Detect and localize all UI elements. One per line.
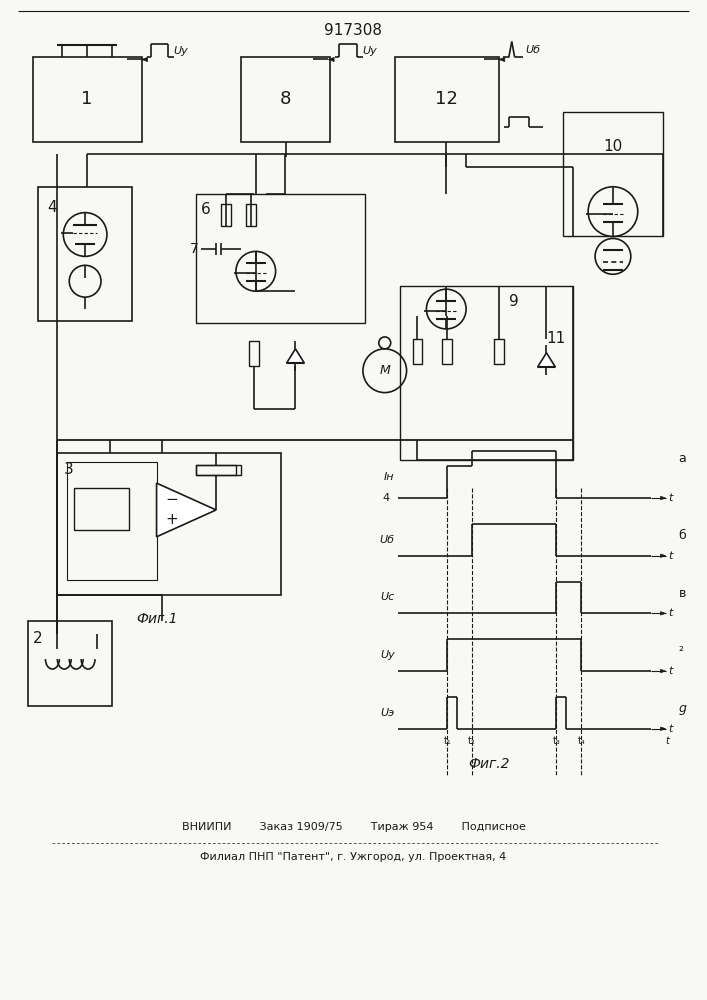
Bar (37, 187, 132, 321)
Text: t: t (669, 493, 673, 503)
Text: t: t (669, 666, 673, 676)
Text: t: t (665, 736, 670, 746)
Text: t: t (669, 724, 673, 734)
Bar (57, 453, 281, 595)
Bar (67, 462, 156, 580)
Text: Uу: Uу (380, 650, 395, 660)
Bar (395, 57, 499, 142)
Text: в: в (679, 587, 686, 600)
Text: 12: 12 (435, 90, 457, 108)
Text: 1: 1 (81, 90, 93, 108)
Polygon shape (286, 349, 305, 363)
Text: +: + (165, 512, 178, 527)
Text: t: t (669, 608, 673, 618)
Text: t₄: t₄ (578, 736, 585, 746)
Text: t₃: t₃ (552, 736, 561, 746)
Text: −: − (165, 492, 178, 508)
Text: 6: 6 (201, 202, 211, 217)
Bar (33, 57, 141, 142)
Text: 10: 10 (603, 139, 623, 154)
Text: g: g (679, 702, 686, 715)
Text: Uc: Uc (380, 592, 395, 602)
Polygon shape (660, 554, 665, 557)
Text: 9: 9 (509, 294, 518, 309)
Polygon shape (660, 496, 665, 500)
Polygon shape (537, 353, 556, 367)
Bar (241, 57, 330, 142)
Polygon shape (499, 57, 505, 62)
Text: 8: 8 (280, 90, 291, 108)
Bar (197, 465, 241, 475)
Bar (443, 339, 452, 364)
Text: Uу: Uу (362, 46, 377, 56)
Text: Uэ: Uэ (380, 708, 395, 718)
Text: 917308: 917308 (325, 23, 382, 38)
Text: 2: 2 (33, 631, 42, 646)
Text: 4: 4 (47, 200, 57, 215)
Polygon shape (141, 57, 148, 62)
Polygon shape (660, 727, 665, 730)
Bar (494, 339, 504, 364)
Bar (563, 112, 662, 236)
Text: б: б (679, 529, 686, 542)
Text: 11: 11 (547, 331, 566, 346)
Text: а: а (679, 452, 686, 465)
Text: t₁: t₁ (443, 736, 451, 746)
Bar (197, 194, 365, 323)
Text: 4: 4 (382, 493, 390, 503)
Text: Фиг.1: Фиг.1 (136, 612, 177, 626)
Bar (197, 465, 236, 475)
Polygon shape (660, 669, 665, 673)
Text: Филиал ПНП "Патент", г. Ужгород, ул. Проектная, 4: Филиал ПНП "Патент", г. Ужгород, ул. Про… (200, 852, 507, 862)
Bar (221, 204, 231, 226)
Text: t₂: t₂ (468, 736, 476, 746)
Text: Uб: Uб (525, 45, 541, 55)
Text: Uу: Uу (173, 46, 188, 56)
Text: Iн: Iн (384, 472, 395, 482)
Bar (74, 488, 129, 530)
Text: ²: ² (679, 645, 684, 658)
Text: 7: 7 (190, 242, 199, 256)
Bar (28, 621, 112, 706)
Polygon shape (156, 483, 216, 537)
Bar (412, 339, 423, 364)
Bar (246, 204, 256, 226)
Text: t: t (669, 551, 673, 561)
Text: ВНИИПИ        Заказ 1909/75        Тираж 954        Подписное: ВНИИПИ Заказ 1909/75 Тираж 954 Подписное (182, 822, 525, 832)
Bar (399, 286, 573, 460)
Bar (249, 341, 259, 366)
Text: Фиг.2: Фиг.2 (468, 757, 510, 771)
Polygon shape (660, 612, 665, 615)
Text: Uб: Uб (380, 535, 395, 545)
Polygon shape (328, 57, 334, 62)
Text: 3: 3 (64, 462, 74, 477)
Text: M: M (380, 364, 390, 377)
